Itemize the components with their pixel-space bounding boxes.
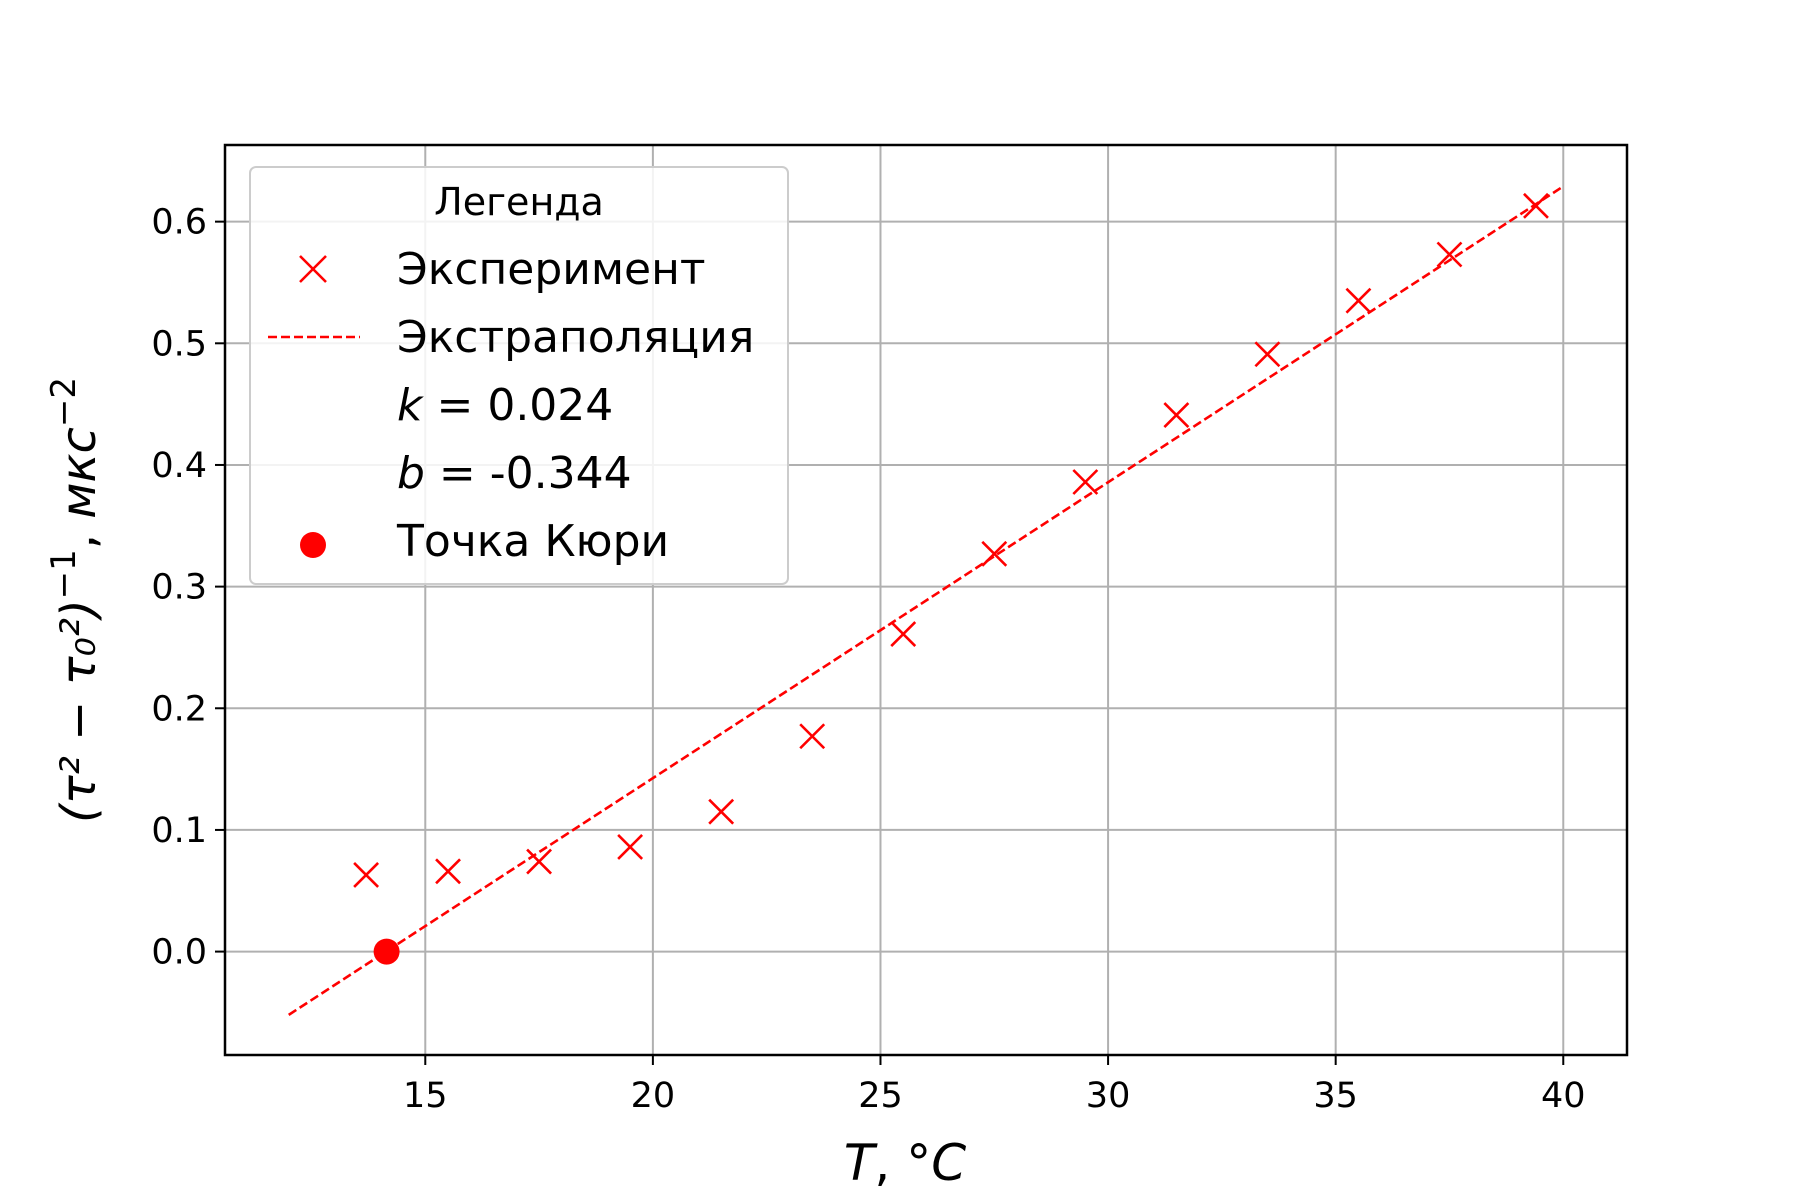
y-tick-label: 0.1 — [151, 811, 207, 851]
x-axis-label: T, °C — [844, 1134, 966, 1192]
y-tick-label: 0.3 — [151, 568, 207, 608]
experiment-point-stroke — [526, 848, 553, 875]
experiment-point — [890, 621, 917, 647]
experiment-point — [1523, 192, 1549, 219]
legend-label-extrapolation: Экстраполяция — [397, 312, 754, 363]
legend-title: Легенда — [434, 180, 604, 224]
experiment-point — [617, 834, 644, 860]
experiment-point — [1163, 402, 1190, 428]
x-tick-label: 25 — [858, 1076, 903, 1116]
experiment-point — [981, 540, 1008, 567]
legend-item-curie-point: Точка Кюри — [300, 516, 669, 567]
legend-box — [249, 166, 789, 585]
experiment-point — [1072, 469, 1099, 495]
experiment-point-stroke — [617, 834, 644, 860]
dot-marker-icon — [300, 532, 326, 558]
experiment-point — [1254, 341, 1281, 368]
y-tick-label: 0.0 — [151, 933, 207, 973]
plot-frame — [223, 143, 1629, 1057]
experiment-point-stroke — [435, 858, 461, 885]
experiment-point-stroke — [890, 621, 917, 647]
legend: Легенда Эксперимент Экстраполяция k = 0.… — [249, 166, 789, 585]
plot-series — [288, 185, 1564, 1016]
experiment-point-stroke — [981, 540, 1008, 567]
legend-item-extrapolation: Экстраполяция — [268, 312, 754, 363]
experiment-point-stroke — [1523, 192, 1549, 219]
extrapolation-line — [288, 185, 1564, 1016]
x-tick-label: 30 — [1086, 1076, 1131, 1116]
y-axis-label-group: (τ² − τ₀²)−1, мкс−2 — [44, 377, 107, 823]
legend-label-k: k = 0.024 — [397, 380, 613, 431]
experiment-point — [1436, 241, 1463, 268]
experiment-point — [353, 862, 380, 888]
experiment-point-stroke — [1163, 402, 1190, 428]
legend-item-b: b = -0.344 — [397, 448, 632, 499]
x-tick-label: 40 — [1541, 1076, 1586, 1116]
x-tick-label: 20 — [631, 1076, 676, 1116]
y-tick-label: 0.2 — [151, 689, 207, 729]
legend-item-experiment: Эксперимент — [299, 244, 706, 295]
y-tick-label: 0.4 — [151, 446, 207, 486]
legend-label-curie-point: Точка Кюри — [396, 516, 669, 567]
experiment-point-stroke — [799, 723, 826, 750]
experiment-point — [799, 723, 826, 750]
grid — [225, 145, 1627, 1055]
experiment-point-stroke — [1345, 287, 1372, 314]
curie-point — [373, 938, 400, 965]
y-tick-label: 0.6 — [151, 203, 207, 243]
experiment-point-stroke — [1436, 241, 1463, 268]
legend-label-b: b = -0.344 — [397, 448, 632, 499]
x-tick-label: 35 — [1313, 1076, 1358, 1116]
axis-ticks: 15 20 25 30 35 40 0.0 0.1 0.2 0.3 0.4 0.5 0.6 — [151, 203, 1585, 1116]
experiment-point — [708, 798, 735, 825]
y-axis-label: (τ² − τ₀²)−1, мкс−2 — [44, 377, 107, 823]
experiment-point-stroke — [353, 862, 380, 888]
experiment-point-stroke — [1254, 341, 1281, 368]
experiment-point — [526, 848, 553, 875]
experiment-point — [1345, 287, 1372, 314]
x-marker-icon — [299, 255, 327, 283]
experiment-point-stroke — [708, 798, 735, 825]
x-tick-label: 15 — [403, 1076, 448, 1116]
y-tick-label: 0.5 — [151, 324, 207, 364]
experiment-point — [435, 858, 461, 885]
legend-item-k: k = 0.024 — [397, 380, 613, 431]
legend-label-experiment: Эксперимент — [397, 244, 706, 295]
experiment-point-stroke — [1072, 469, 1099, 495]
